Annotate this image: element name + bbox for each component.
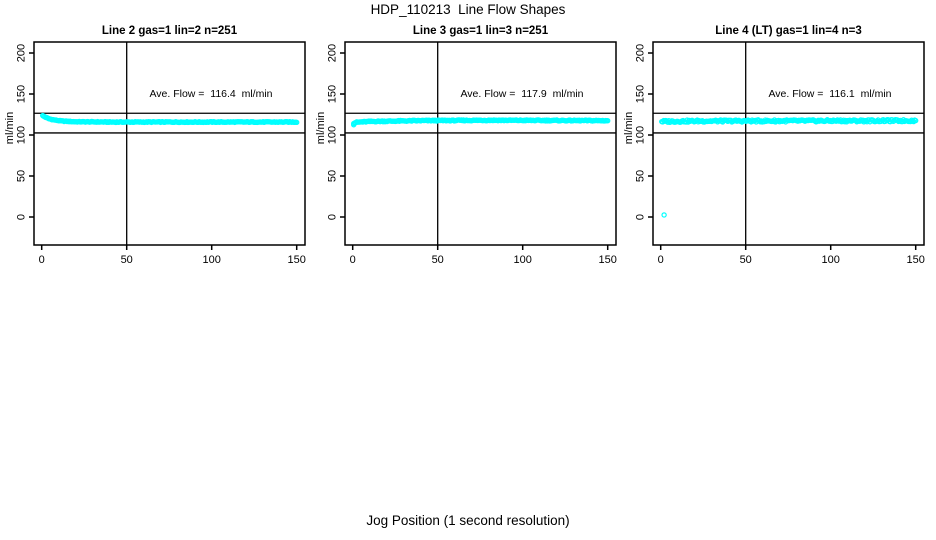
svg-text:50: 50 [16,170,28,182]
svg-text:200: 200 [16,44,28,62]
svg-text:50: 50 [740,254,752,266]
y-axis-label: ml/min [623,111,635,145]
svg-text:0: 0 [635,214,647,220]
y-axis-label: ml/min [315,111,327,145]
svg-text:150: 150 [635,85,647,103]
panel-line-3: 0 50 100 150 0 50 100 150 200 Line 3 gas=1 lin=3… [311,20,628,280]
svg-text:100: 100 [327,126,339,144]
y-axis-label: ml/min [4,111,16,145]
panel-line-4: 0 50 100 150 0 50 100 150 200 Line 4 (LT) gas=1 … [619,20,936,280]
svg-text:0: 0 [16,214,28,220]
svg-text:150: 150 [16,85,28,103]
svg-text:150: 150 [327,85,339,103]
svg-text:150: 150 [288,254,306,266]
figure-title: HDP_110213 Line Flow Shapes [370,2,566,17]
svg-text:0: 0 [327,214,339,220]
ave-flow-annotation: Ave. Flow = 117.9 ml/min [460,88,584,100]
svg-text:100: 100 [514,254,532,266]
ave-flow-annotation: Ave. Flow = 116.4 ml/min [149,88,273,100]
plot-area-line-3: 0 50 100 150 0 50 100 150 200 [327,41,617,266]
svg-text:50: 50 [121,254,133,266]
plot-area-line-4: 0 50 100 150 0 50 100 150 200 [635,41,925,266]
svg-text:50: 50 [432,254,444,266]
svg-text:100: 100 [822,254,840,266]
svg-text:100: 100 [203,254,221,266]
svg-text:150: 150 [599,254,617,266]
svg-text:50: 50 [635,170,647,182]
svg-text:100: 100 [635,126,647,144]
plot-area-line-2: 0 50 100 150 0 50 100 150 200 [16,41,306,266]
ave-flow-annotation: Ave. Flow = 116.1 ml/min [768,88,892,100]
svg-text:0: 0 [39,254,45,266]
panel-title: Line 2 gas=1 lin=2 n=251 [101,25,238,37]
svg-text:100: 100 [16,126,28,144]
x-axis-label: Jog Position (1 second resolution) [366,513,570,528]
svg-text:0: 0 [658,254,664,266]
svg-text:0: 0 [350,254,356,266]
svg-text:200: 200 [635,44,647,62]
svg-text:150: 150 [907,254,925,266]
panel-title: Line 4 (LT) gas=1 lin=4 n=3 [715,25,862,37]
svg-text:50: 50 [327,170,339,182]
panel-line-2: 0 50 100 150 0 50 100 150 200 Line 2 gas=1 lin=2… [0,20,317,280]
svg-text:200: 200 [327,44,339,62]
panel-title: Line 3 gas=1 lin=3 n=251 [412,25,549,37]
